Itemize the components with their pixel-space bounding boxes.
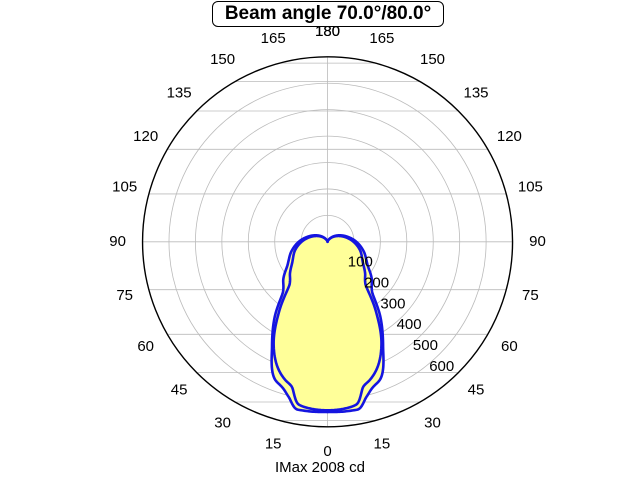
svg-text:120: 120 <box>133 128 158 145</box>
svg-text:400: 400 <box>397 316 422 333</box>
svg-text:75: 75 <box>116 287 133 304</box>
svg-text:300: 300 <box>380 295 405 312</box>
svg-text:500: 500 <box>413 337 438 354</box>
svg-text:75: 75 <box>522 287 539 304</box>
svg-text:60: 60 <box>137 338 154 355</box>
svg-text:60: 60 <box>501 338 518 355</box>
svg-text:45: 45 <box>468 381 485 398</box>
svg-text:165: 165 <box>261 30 286 47</box>
svg-text:135: 135 <box>167 84 192 101</box>
svg-text:15: 15 <box>374 436 391 453</box>
svg-text:200: 200 <box>364 274 389 291</box>
svg-text:105: 105 <box>518 178 543 195</box>
svg-text:150: 150 <box>210 51 235 68</box>
svg-text:135: 135 <box>463 84 488 101</box>
svg-text:30: 30 <box>214 415 231 432</box>
svg-text:105: 105 <box>112 178 137 195</box>
svg-text:90: 90 <box>529 233 546 250</box>
svg-text:120: 120 <box>497 128 522 145</box>
svg-text:165: 165 <box>369 30 394 47</box>
svg-text:0: 0 <box>323 443 331 460</box>
svg-text:100: 100 <box>348 254 373 271</box>
svg-text:600: 600 <box>429 358 454 375</box>
svg-text:15: 15 <box>265 436 282 453</box>
svg-text:90: 90 <box>109 233 126 250</box>
svg-text:150: 150 <box>420 51 445 68</box>
svg-text:30: 30 <box>424 415 441 432</box>
svg-text:45: 45 <box>171 381 188 398</box>
